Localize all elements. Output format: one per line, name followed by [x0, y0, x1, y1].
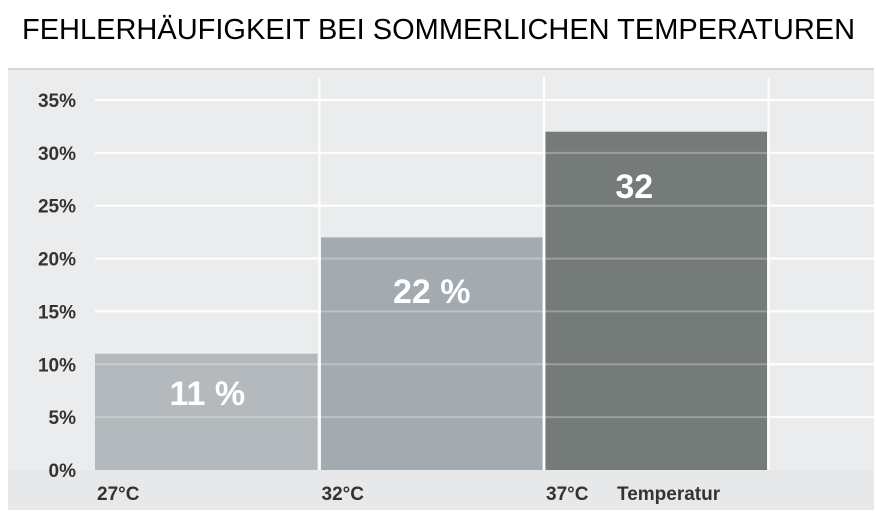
- data-label: 32: [615, 168, 653, 206]
- y-tick-label: 25%: [38, 197, 76, 218]
- data-label: 22 %: [393, 273, 471, 311]
- y-tick-label: 30%: [38, 144, 76, 165]
- y-tick-label: 5%: [49, 408, 77, 429]
- data-label: 11 %: [169, 375, 245, 413]
- y-tick-label: 10%: [38, 355, 76, 376]
- bar: [95, 353, 318, 470]
- x-tick-label: 27°C: [97, 484, 140, 505]
- x-axis-label: Temperatur: [617, 484, 721, 505]
- x-axis-ticks: 27°C 32°C 37°C: [97, 484, 589, 505]
- y-tick-label: 20%: [38, 250, 76, 271]
- bar-grid-overlay: [95, 77, 769, 470]
- bar: [545, 131, 767, 470]
- x-tick-label: 37°C: [546, 484, 589, 505]
- chart-title: FEHLERHÄUFIGKEIT BEI SOMMERLICHEN TEMPER…: [22, 14, 856, 46]
- y-tick-label: 0%: [49, 461, 77, 482]
- bar: [321, 237, 543, 470]
- y-tick-label: 35%: [38, 91, 76, 112]
- y-axis-ticks: 0% 5% 10% 15% 20% 25% 30% 35%: [38, 91, 76, 482]
- x-tick-label: 32°C: [322, 484, 365, 505]
- x-axis-strip: [8, 470, 874, 510]
- bars: [95, 131, 767, 470]
- y-tick-label: 15%: [38, 302, 76, 323]
- data-labels: 11 % 22 % 32: [169, 168, 653, 413]
